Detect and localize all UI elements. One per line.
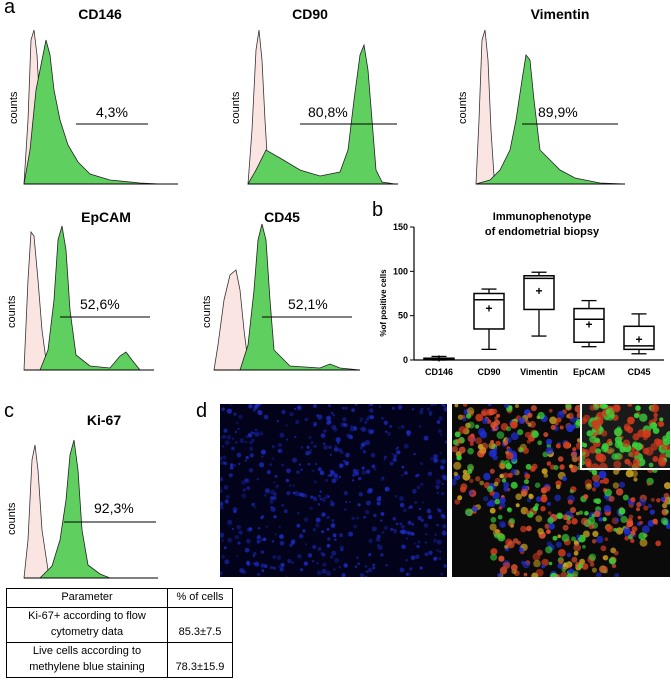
y-tick-label: 100 <box>393 266 408 276</box>
histogram-title: Ki-67 <box>86 412 122 428</box>
box-cd146: + <box>423 352 455 366</box>
histogram-percent: 52,1% <box>288 296 328 312</box>
x-tick-label: CD146 <box>425 367 453 377</box>
box-iqr <box>573 307 605 344</box>
histogram-title: CD45 <box>264 209 300 225</box>
x-tick-label: CD45 <box>627 367 650 377</box>
table-header-cell: Parameter <box>6 588 168 608</box>
y-tick-label: 150 <box>393 222 408 232</box>
parameter-table: Parameter % of cells Ki-67+ according to… <box>6 588 233 678</box>
x-tick-label: Vimentin <box>520 367 558 377</box>
table-cell-value: 78.3±15.9 <box>167 641 233 678</box>
histogram-cd146 <box>23 29 178 185</box>
chart-title-line1: Immunophenotype <box>493 211 591 223</box>
table-row: Ki-67+ according to flow cytometry data 8… <box>6 606 233 643</box>
panel-label-d: d <box>196 400 208 422</box>
histogram-title: CD146 <box>78 6 122 22</box>
boxplot-chart: Immunophenotype of endometrial biopsy %o… <box>379 211 664 377</box>
chart-title-line2: of endometrial biopsy <box>485 226 600 238</box>
inset-micrograph <box>580 404 670 470</box>
histogram-percent: 4,3% <box>96 104 128 120</box>
table-header-row: Parameter % of cells <box>6 588 233 608</box>
dapi-micrograph <box>220 404 447 577</box>
box-mean-marker: + <box>585 318 592 332</box>
table-row: Live cells according to methylene blue st… <box>6 641 233 678</box>
histogram-plots <box>23 29 626 579</box>
box-epcam: + <box>573 299 605 348</box>
histogram-percent: 80,8% <box>308 104 348 120</box>
box-mean-marker: + <box>435 352 442 366</box>
box-iqr <box>523 275 555 311</box>
box-mean-marker: + <box>635 333 642 347</box>
table-cell-parameter: Ki-67+ according to flow cytometry data <box>6 606 168 643</box>
box-cd45: + <box>623 313 655 355</box>
panel-label-c: c <box>4 400 14 422</box>
box-cd90: + <box>473 288 505 351</box>
chart-ylabel: %of positive cells <box>379 269 388 337</box>
y-tick-label: 50 <box>398 311 408 321</box>
box-iqr <box>623 325 655 351</box>
panel-label-b: b <box>372 199 384 221</box>
histogram-percent: 92,3% <box>94 500 134 516</box>
box-mean-marker: + <box>535 284 542 298</box>
histogram-title: CD90 <box>292 6 328 22</box>
histogram-ki67 <box>23 439 158 579</box>
histogram-cd45 <box>213 223 361 371</box>
x-tick-label: CD90 <box>477 367 500 377</box>
histogram-epcam <box>23 225 154 371</box>
panel-label-a: a <box>4 0 16 18</box>
histogram-cd90 <box>247 29 398 185</box>
box-vimentin: + <box>523 271 555 337</box>
table-header-cell: % of cells <box>167 588 233 608</box>
histogram-title: EpCAM <box>81 209 131 225</box>
histogram-percent: 89,9% <box>538 104 578 120</box>
histogram-vimentin <box>475 29 626 185</box>
merged-micrograph <box>452 404 670 577</box>
x-tick-label: EpCAM <box>573 367 605 377</box>
table-cell-value: 85.3±7.5 <box>167 606 233 643</box>
box-mean-marker: + <box>485 302 492 316</box>
table-cell-parameter: Live cells according to methylene blue st… <box>6 641 168 678</box>
histogram-title: Vimentin <box>530 6 590 22</box>
histogram-percent: 52,6% <box>80 296 120 312</box>
y-tick-label: 0 <box>403 355 408 365</box>
